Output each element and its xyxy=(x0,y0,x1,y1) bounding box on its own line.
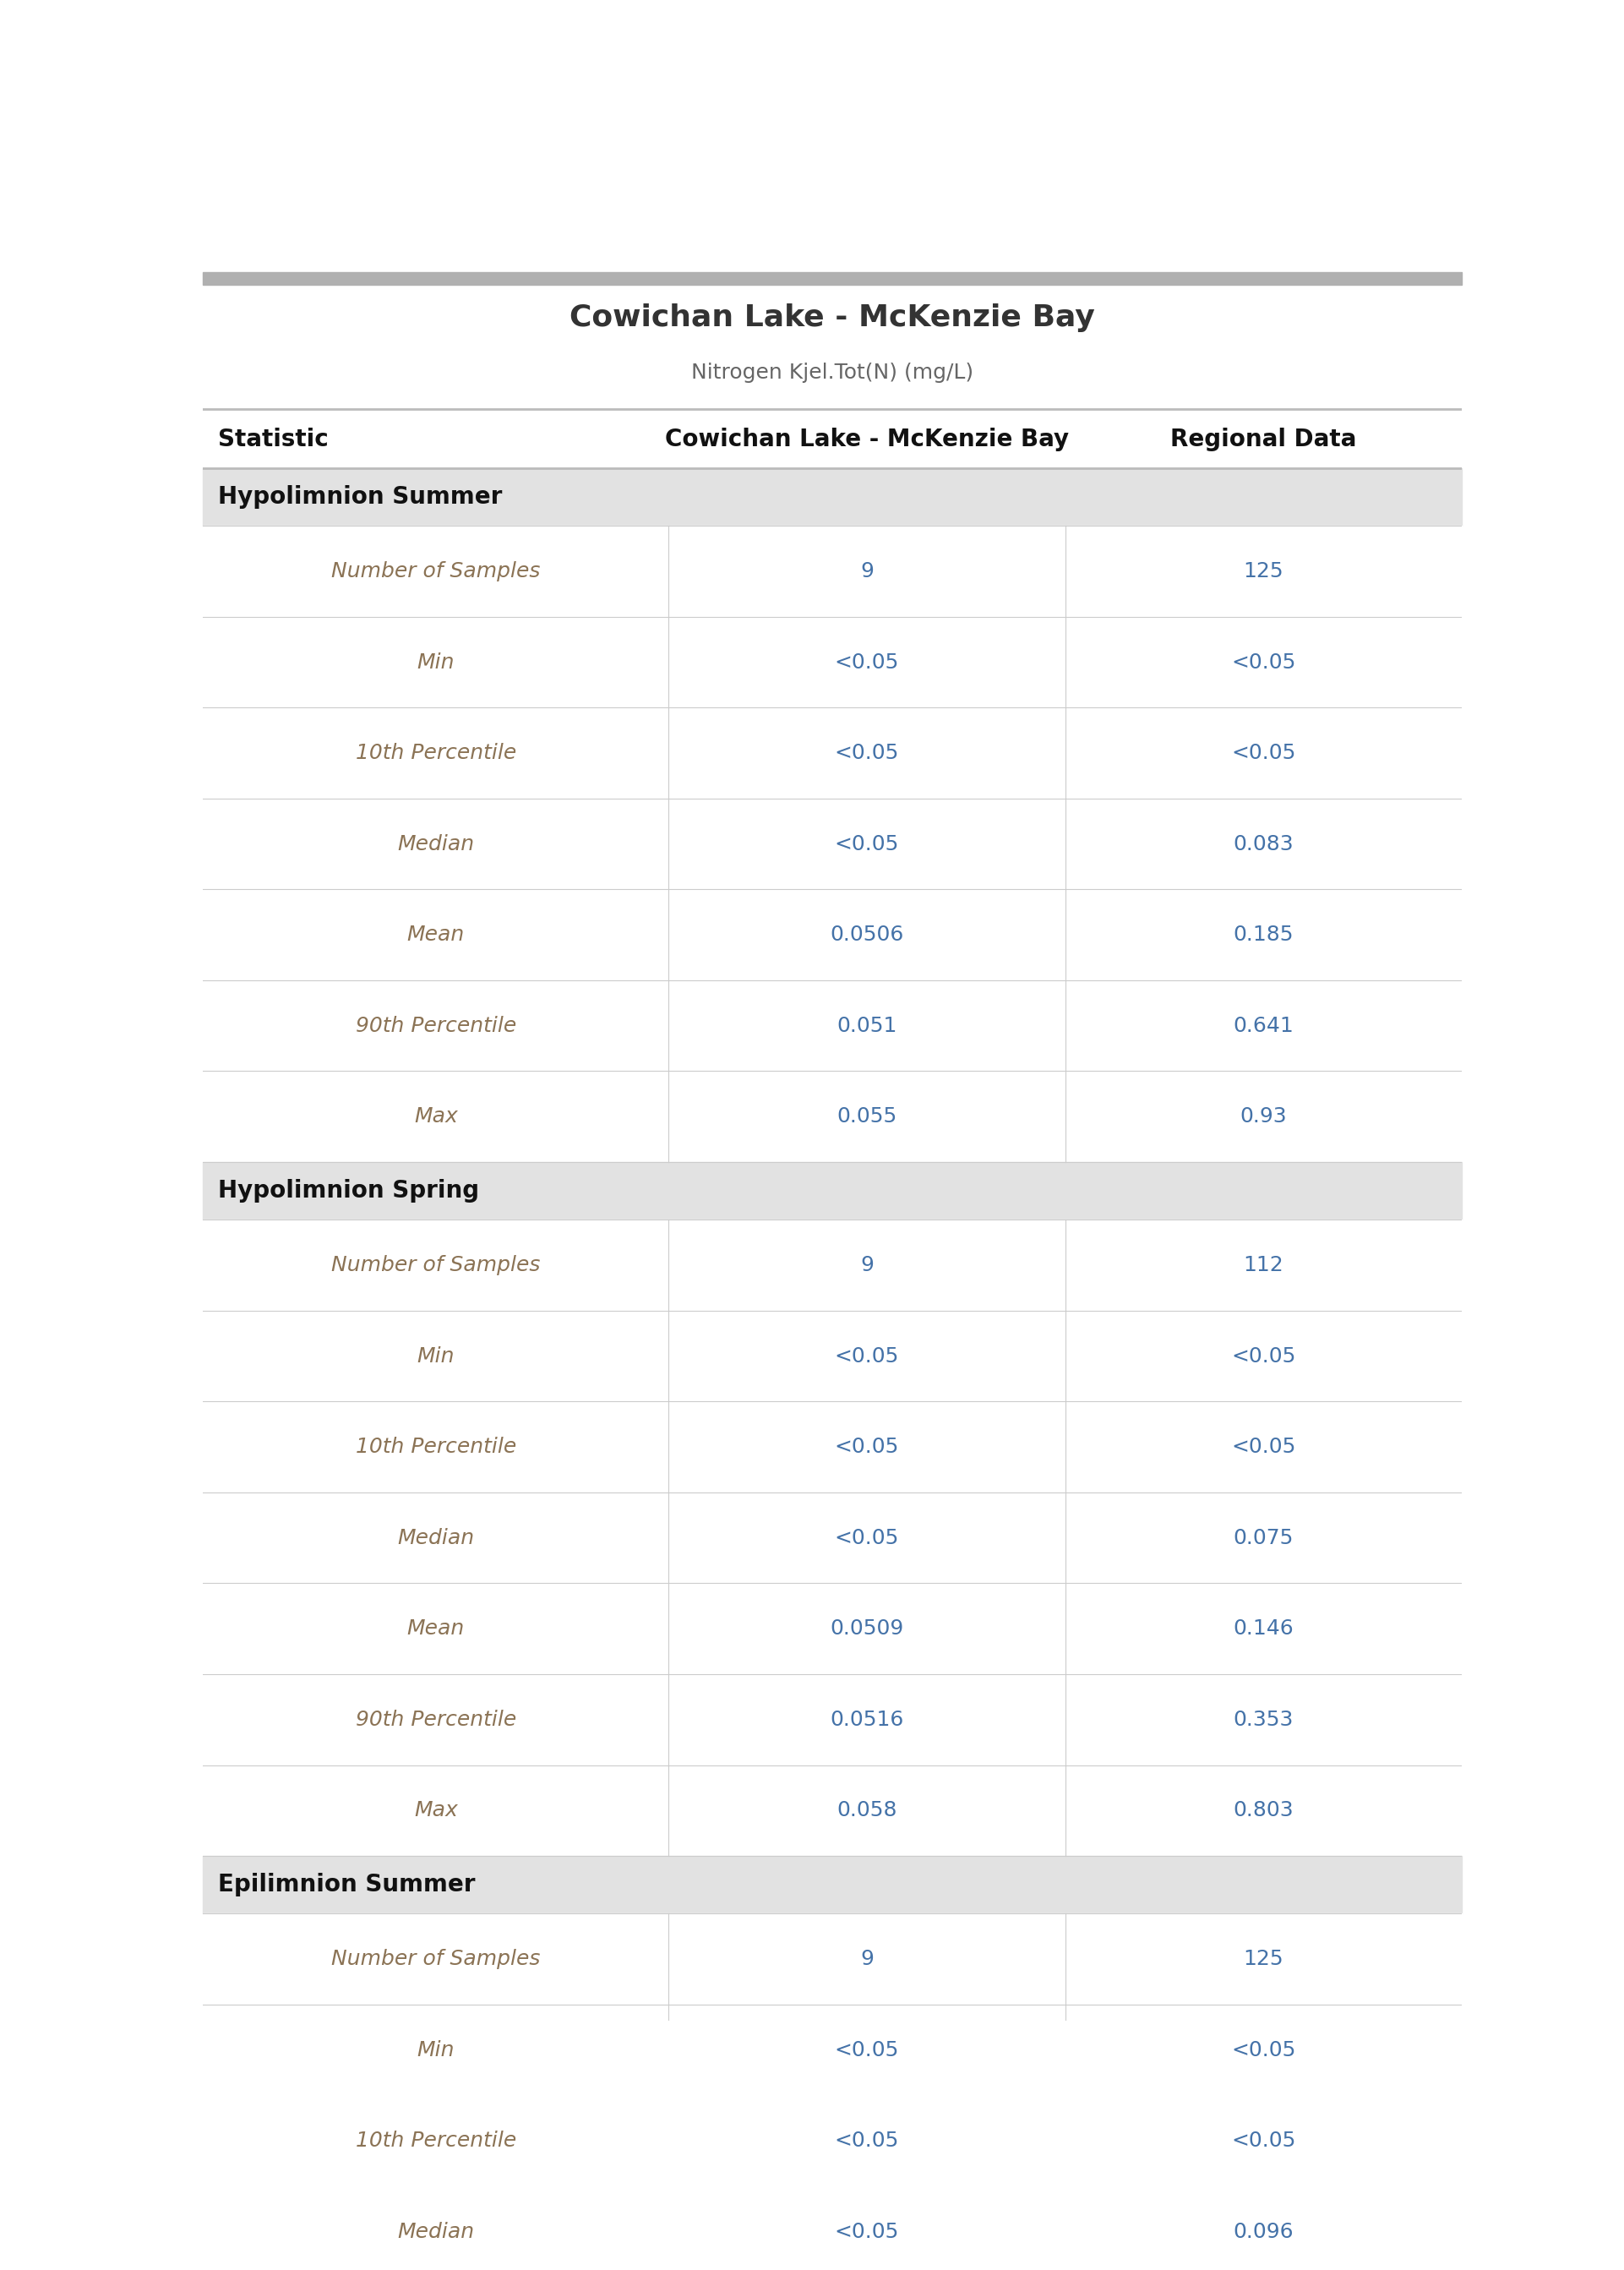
Bar xyxy=(203,1310,1462,1401)
Text: 0.0506: 0.0506 xyxy=(830,924,905,944)
Text: Median: Median xyxy=(398,833,474,854)
Text: Max: Max xyxy=(414,1105,458,1126)
Text: 0.083: 0.083 xyxy=(1233,833,1294,854)
Text: 0.051: 0.051 xyxy=(836,1015,896,1035)
Bar xyxy=(203,1584,1462,1675)
Text: Statistic: Statistic xyxy=(218,427,328,452)
Bar xyxy=(203,468,1462,527)
Text: 9: 9 xyxy=(861,561,874,581)
Text: 0.058: 0.058 xyxy=(836,1800,896,1821)
Text: Min: Min xyxy=(417,1346,455,1367)
Text: Median: Median xyxy=(398,2222,474,2243)
Text: 9: 9 xyxy=(861,1950,874,1970)
Bar xyxy=(203,799,1462,890)
Bar xyxy=(203,981,1462,1071)
Text: 0.146: 0.146 xyxy=(1233,1619,1294,1639)
Text: 0.185: 0.185 xyxy=(1233,924,1294,944)
Text: 0.0516: 0.0516 xyxy=(830,1709,905,1730)
Text: 0.075: 0.075 xyxy=(1233,1528,1294,1548)
Text: Cowichan Lake - McKenzie Bay: Cowichan Lake - McKenzie Bay xyxy=(664,427,1069,452)
Text: Mean: Mean xyxy=(408,1619,464,1639)
Text: 125: 125 xyxy=(1244,561,1283,581)
Text: <0.05: <0.05 xyxy=(1231,2041,1296,2061)
Text: 9: 9 xyxy=(861,1255,874,1276)
Text: 10th Percentile: 10th Percentile xyxy=(356,742,516,763)
Text: Median: Median xyxy=(398,1528,474,1548)
Text: Mean: Mean xyxy=(408,924,464,944)
Text: 10th Percentile: 10th Percentile xyxy=(356,1437,516,1457)
Text: Regional Data: Regional Data xyxy=(1171,427,1356,452)
Text: 125: 125 xyxy=(1244,1950,1283,1970)
Text: Nitrogen Kjel.Tot(N) (mg/L): Nitrogen Kjel.Tot(N) (mg/L) xyxy=(692,363,973,384)
Bar xyxy=(203,2004,1462,2095)
Bar xyxy=(203,1491,1462,1584)
Bar xyxy=(203,2095,1462,2186)
Bar xyxy=(203,527,1462,617)
Text: Number of Samples: Number of Samples xyxy=(331,1950,541,1970)
Text: <0.05: <0.05 xyxy=(835,833,900,854)
Bar xyxy=(203,2186,1462,2270)
Bar xyxy=(203,1219,1462,1310)
Text: 0.0509: 0.0509 xyxy=(830,1619,905,1639)
Text: Number of Samples: Number of Samples xyxy=(331,1255,541,1276)
Bar xyxy=(203,708,1462,799)
Bar xyxy=(203,1766,1462,1857)
Text: 0.641: 0.641 xyxy=(1233,1015,1294,1035)
Text: 90th Percentile: 90th Percentile xyxy=(356,1015,516,1035)
Text: <0.05: <0.05 xyxy=(835,2041,900,2061)
Text: 10th Percentile: 10th Percentile xyxy=(356,2132,516,2152)
Text: <0.05: <0.05 xyxy=(1231,2132,1296,2152)
Text: <0.05: <0.05 xyxy=(835,1346,900,1367)
Text: <0.05: <0.05 xyxy=(1231,651,1296,672)
Text: Number of Samples: Number of Samples xyxy=(331,561,541,581)
Text: 0.93: 0.93 xyxy=(1239,1105,1286,1126)
Text: <0.05: <0.05 xyxy=(1231,1437,1296,1457)
Text: Cowichan Lake - McKenzie Bay: Cowichan Lake - McKenzie Bay xyxy=(570,304,1095,331)
Text: Min: Min xyxy=(417,651,455,672)
Text: Hypolimnion Spring: Hypolimnion Spring xyxy=(218,1178,479,1203)
Text: <0.05: <0.05 xyxy=(835,2132,900,2152)
Text: 90th Percentile: 90th Percentile xyxy=(356,1709,516,1730)
Bar xyxy=(203,1162,1462,1219)
Text: 0.055: 0.055 xyxy=(836,1105,896,1126)
Text: Hypolimnion Summer: Hypolimnion Summer xyxy=(218,486,502,508)
Text: <0.05: <0.05 xyxy=(835,651,900,672)
Text: <0.05: <0.05 xyxy=(835,1528,900,1548)
Text: <0.05: <0.05 xyxy=(835,742,900,763)
Text: 0.096: 0.096 xyxy=(1233,2222,1294,2243)
Text: <0.05: <0.05 xyxy=(1231,742,1296,763)
Bar xyxy=(203,1857,1462,1914)
Bar xyxy=(203,1914,1462,2004)
Text: 0.803: 0.803 xyxy=(1233,1800,1294,1821)
Text: Min: Min xyxy=(417,2041,455,2061)
Text: 0.353: 0.353 xyxy=(1233,1709,1294,1730)
Text: <0.05: <0.05 xyxy=(1231,1346,1296,1367)
Text: <0.05: <0.05 xyxy=(835,1437,900,1457)
Text: Max: Max xyxy=(414,1800,458,1821)
Text: 112: 112 xyxy=(1244,1255,1283,1276)
Text: <0.05: <0.05 xyxy=(835,2222,900,2243)
Bar xyxy=(203,272,1462,284)
Bar xyxy=(203,1401,1462,1491)
Bar xyxy=(203,890,1462,981)
Bar xyxy=(203,1071,1462,1162)
Bar xyxy=(203,617,1462,708)
Text: Epilimnion Summer: Epilimnion Summer xyxy=(218,1873,476,1898)
Bar xyxy=(203,1675,1462,1766)
